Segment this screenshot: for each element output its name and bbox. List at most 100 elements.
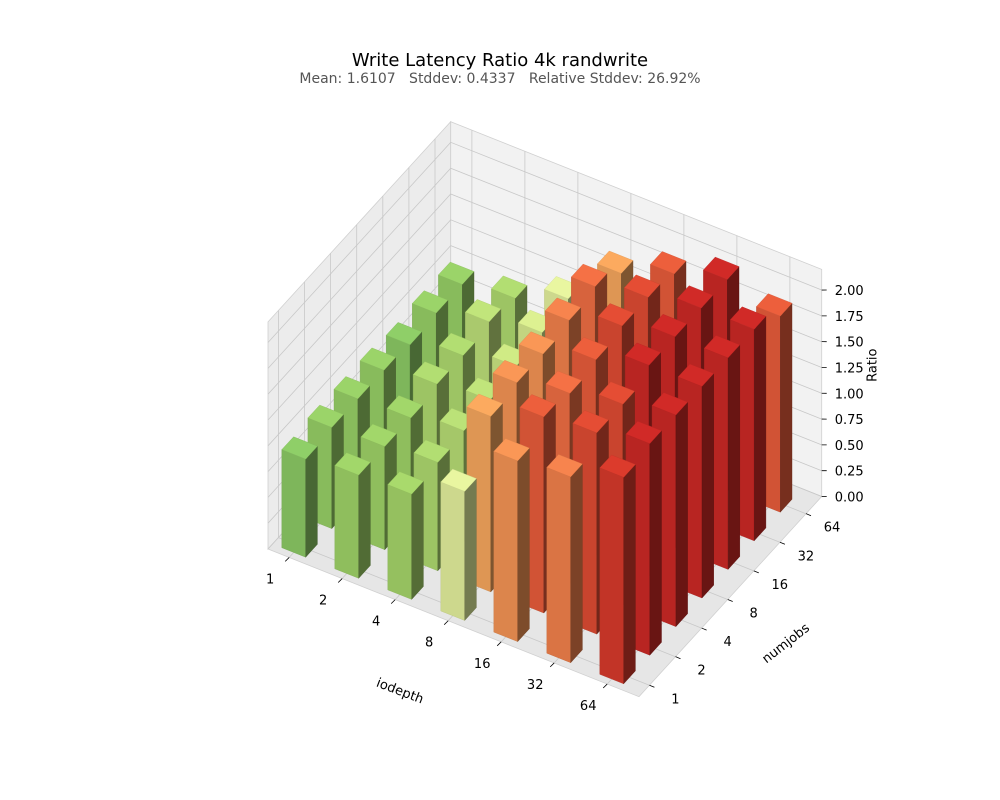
bars-group: [281, 250, 793, 685]
z-tick-label: 2.00: [835, 284, 864, 299]
x-tick: [602, 683, 608, 689]
z-tick-label: 0.25: [835, 465, 864, 480]
bar-x32-y1: [546, 454, 583, 664]
bar-top-face: [359, 347, 397, 371]
bar-top-face: [624, 342, 662, 366]
x-tick: [549, 662, 555, 668]
y-tick-label: 4: [723, 635, 731, 650]
y-tick-label: 64: [824, 521, 841, 536]
bar-top-face: [598, 381, 635, 405]
bar-side-face: [358, 461, 371, 579]
bar-top-face: [411, 290, 449, 314]
z-tick-label: 1.50: [835, 336, 864, 351]
x-tick-label: 64: [580, 699, 597, 714]
x-tick-label: 32: [527, 678, 544, 693]
bar-top-face: [385, 322, 423, 345]
bar-x2-y1: [334, 452, 371, 579]
bar-side-face: [411, 480, 424, 600]
bar-top-face: [570, 263, 608, 287]
bar-side-face: [570, 463, 583, 664]
bar-side-face: [754, 315, 767, 542]
bar-top-face: [625, 420, 662, 444]
bar-top-face: [492, 360, 529, 383]
bar-x64-y1: [599, 454, 636, 685]
y-axis-label: numjobs: [760, 621, 813, 667]
bar-top-face: [703, 335, 741, 359]
bar-top-face: [413, 439, 450, 463]
y-tick: [727, 599, 733, 602]
bar-front-face: [334, 465, 359, 579]
y-tick-label: 2: [697, 664, 705, 679]
bar-top-face: [412, 361, 450, 385]
y-tick: [649, 684, 655, 688]
y-tick-label: 8: [750, 607, 758, 622]
bar-top-face: [623, 274, 661, 298]
bar-top-face: [360, 423, 397, 447]
y-tick-label: 16: [772, 578, 789, 593]
bar-side-face: [727, 344, 740, 570]
bar-top-face: [677, 363, 715, 387]
bar-side-face: [675, 401, 688, 628]
bar-side-face: [623, 463, 636, 685]
y-tick: [701, 627, 707, 631]
x-tick: [496, 641, 502, 647]
bar-top-face: [545, 370, 582, 394]
y-tick-label: 32: [798, 549, 815, 564]
bar-top-face: [650, 314, 688, 337]
bar-top-face: [464, 299, 502, 322]
bar-top-face: [544, 297, 582, 321]
y-tick-label: 1: [671, 692, 679, 707]
z-tick-label: 0.00: [835, 491, 864, 506]
bar-top-face: [703, 256, 740, 280]
bar-side-face: [780, 302, 793, 513]
x-tick: [337, 578, 343, 583]
x-tick-label: 8: [425, 636, 433, 651]
bar-x16-y1: [493, 438, 530, 643]
bar-side-face: [305, 445, 318, 558]
bar-front-face: [546, 467, 571, 663]
y-tick: [805, 513, 812, 517]
bar-side-face: [701, 372, 714, 599]
x-tick-label: 2: [319, 594, 327, 609]
bar-top-face: [572, 410, 609, 434]
x-tick-label: 1: [266, 572, 274, 587]
grid-line-z: [267, 167, 822, 369]
z-tick-label: 1.25: [835, 362, 864, 377]
bar-top-face: [491, 275, 528, 299]
bar-side-face: [517, 447, 530, 643]
bar-top-face: [729, 306, 767, 330]
z-tick-label: 1.00: [835, 387, 864, 402]
grid-line-z: [267, 141, 822, 343]
z-tick-label: 0.75: [835, 413, 864, 428]
bar-top-face: [597, 250, 634, 274]
bar-top-face: [676, 285, 714, 309]
bar-x8-y1: [440, 468, 477, 622]
bar-top-face: [440, 468, 477, 492]
bar-top-face: [546, 454, 583, 478]
bar-top-face: [387, 471, 424, 495]
bar-top-face: [597, 303, 635, 327]
bar-top-face: [518, 331, 556, 355]
bar-top-face: [650, 251, 687, 275]
bar-top-face: [281, 436, 318, 460]
x-tick: [284, 557, 290, 562]
y-tick: [753, 570, 759, 574]
bar-x4-y1: [387, 471, 424, 600]
x-tick: [390, 599, 396, 604]
bar-front-face: [599, 467, 624, 685]
bar-top-face: [756, 293, 793, 317]
bar-top-face: [386, 395, 423, 419]
bar-front-face: [281, 449, 306, 558]
bar-side-face: [464, 478, 477, 622]
bar-top-face: [493, 438, 530, 462]
bar-top-face: [599, 454, 636, 478]
bar-top-face: [519, 394, 556, 418]
bar-front-face: [387, 484, 412, 600]
bar-top-face: [333, 376, 370, 400]
bar-front-face: [493, 451, 518, 642]
bar-top-face: [571, 337, 609, 360]
bar-top-face: [438, 261, 475, 285]
x-tick-label: 4: [372, 615, 380, 630]
bar-top-face: [307, 404, 344, 428]
